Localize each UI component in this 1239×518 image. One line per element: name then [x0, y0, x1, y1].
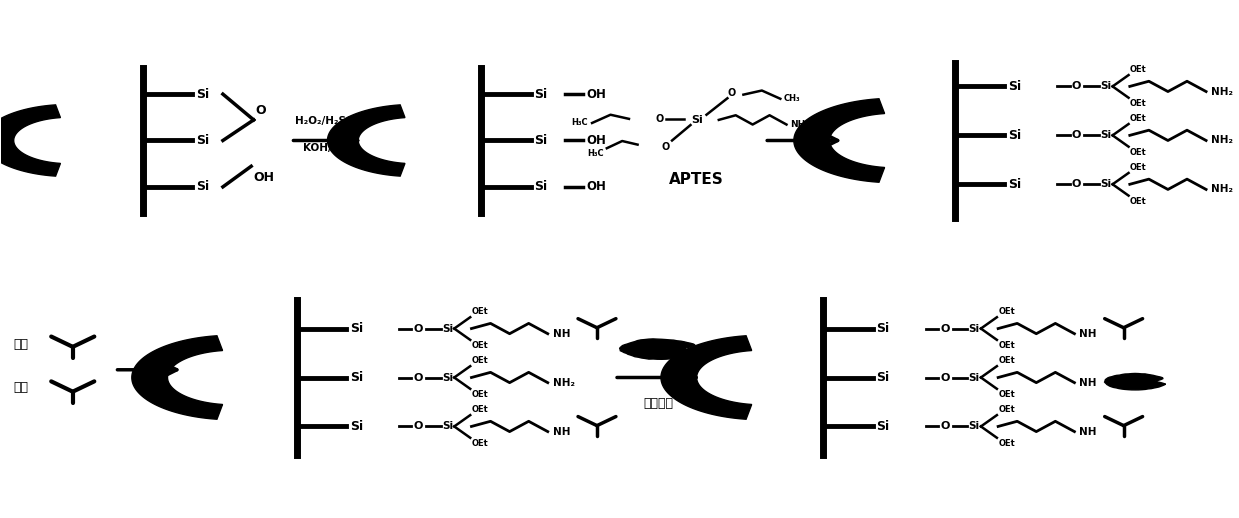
Text: OEt: OEt	[472, 341, 488, 350]
Text: O: O	[1072, 131, 1082, 140]
Text: NH₂: NH₂	[553, 378, 575, 387]
Text: Si: Si	[442, 324, 453, 334]
Text: Si: Si	[196, 134, 209, 147]
Text: O: O	[655, 114, 663, 124]
Text: OH: OH	[586, 88, 606, 100]
Text: NH₂: NH₂	[1211, 184, 1233, 194]
Text: OEt: OEt	[1130, 114, 1146, 123]
Text: O: O	[414, 422, 422, 431]
Text: O: O	[940, 422, 949, 431]
Text: OEt: OEt	[999, 341, 1015, 350]
Text: Si: Si	[534, 88, 548, 100]
Text: Si: Si	[1100, 81, 1111, 91]
Text: O: O	[414, 372, 422, 382]
Text: NH: NH	[1079, 427, 1097, 437]
Text: 一抗: 一抗	[14, 338, 28, 351]
Text: O: O	[1072, 81, 1082, 91]
Text: OEt: OEt	[472, 307, 488, 316]
Text: Si: Si	[349, 322, 363, 335]
Polygon shape	[1104, 373, 1166, 390]
Text: OEt: OEt	[1130, 197, 1146, 206]
Text: OEt: OEt	[999, 356, 1015, 365]
Text: Si: Si	[876, 322, 890, 335]
Text: NH₂: NH₂	[1211, 136, 1233, 146]
Text: O: O	[1072, 179, 1082, 189]
Text: OEt: OEt	[999, 390, 1015, 399]
Polygon shape	[327, 105, 405, 176]
Text: OEt: OEt	[1130, 163, 1146, 172]
Text: 脱脂乳粉: 脱脂乳粉	[643, 397, 674, 410]
Text: NH: NH	[553, 329, 570, 339]
Polygon shape	[794, 99, 885, 182]
Text: NH₂: NH₂	[790, 120, 809, 129]
Text: OEt: OEt	[1130, 65, 1146, 74]
Text: Si: Si	[969, 422, 980, 431]
Text: O: O	[940, 372, 949, 382]
Text: OEt: OEt	[999, 405, 1015, 414]
Text: Si: Si	[1100, 179, 1111, 189]
Text: OEt: OEt	[1130, 99, 1146, 108]
Text: 二抗: 二抗	[14, 381, 28, 394]
Text: Si: Si	[1009, 178, 1021, 191]
Text: OH: OH	[254, 171, 275, 184]
Text: CH₃: CH₃	[784, 94, 800, 103]
Text: Si: Si	[534, 180, 548, 193]
Text: OH: OH	[586, 180, 606, 193]
Text: NH: NH	[1079, 329, 1097, 339]
Text: OEt: OEt	[472, 405, 488, 414]
Text: OEt: OEt	[472, 439, 488, 448]
Polygon shape	[131, 336, 223, 419]
Text: Si: Si	[442, 372, 453, 382]
Text: O: O	[255, 104, 265, 117]
Text: H₃C: H₃C	[571, 118, 589, 127]
Polygon shape	[0, 105, 61, 176]
Text: H₂O₂/H₂SO₄: H₂O₂/H₂SO₄	[295, 116, 359, 126]
Text: O: O	[940, 324, 949, 334]
Text: Si: Si	[691, 115, 703, 125]
Text: NH₂: NH₂	[1211, 87, 1233, 96]
Text: Si: Si	[196, 88, 209, 100]
Text: Si: Si	[876, 371, 890, 384]
Text: Si: Si	[969, 372, 980, 382]
Text: Si: Si	[876, 420, 890, 433]
Text: OEt: OEt	[472, 356, 488, 365]
Text: H₃C: H₃C	[587, 149, 605, 159]
Text: NH: NH	[1079, 378, 1097, 387]
Text: OEt: OEt	[472, 390, 488, 399]
Text: Si: Si	[534, 134, 548, 147]
Text: O: O	[662, 141, 669, 152]
Text: Si: Si	[1100, 131, 1111, 140]
Text: O: O	[727, 88, 736, 98]
Text: APTES: APTES	[669, 171, 724, 186]
Text: NH: NH	[553, 427, 570, 437]
Text: Si: Si	[349, 420, 363, 433]
Text: Si: Si	[349, 371, 363, 384]
Text: OH: OH	[586, 134, 606, 147]
Text: OEt: OEt	[999, 307, 1015, 316]
Text: KOH/HCl: KOH/HCl	[304, 143, 352, 153]
Text: Si: Si	[969, 324, 980, 334]
Text: Si: Si	[442, 422, 453, 431]
Polygon shape	[660, 336, 752, 419]
Text: OEt: OEt	[1130, 148, 1146, 157]
Text: Si: Si	[196, 180, 209, 193]
Text: Si: Si	[1009, 80, 1021, 93]
Text: Si: Si	[1009, 129, 1021, 142]
Text: OEt: OEt	[999, 439, 1015, 448]
Text: O: O	[414, 324, 422, 334]
Polygon shape	[620, 339, 695, 359]
